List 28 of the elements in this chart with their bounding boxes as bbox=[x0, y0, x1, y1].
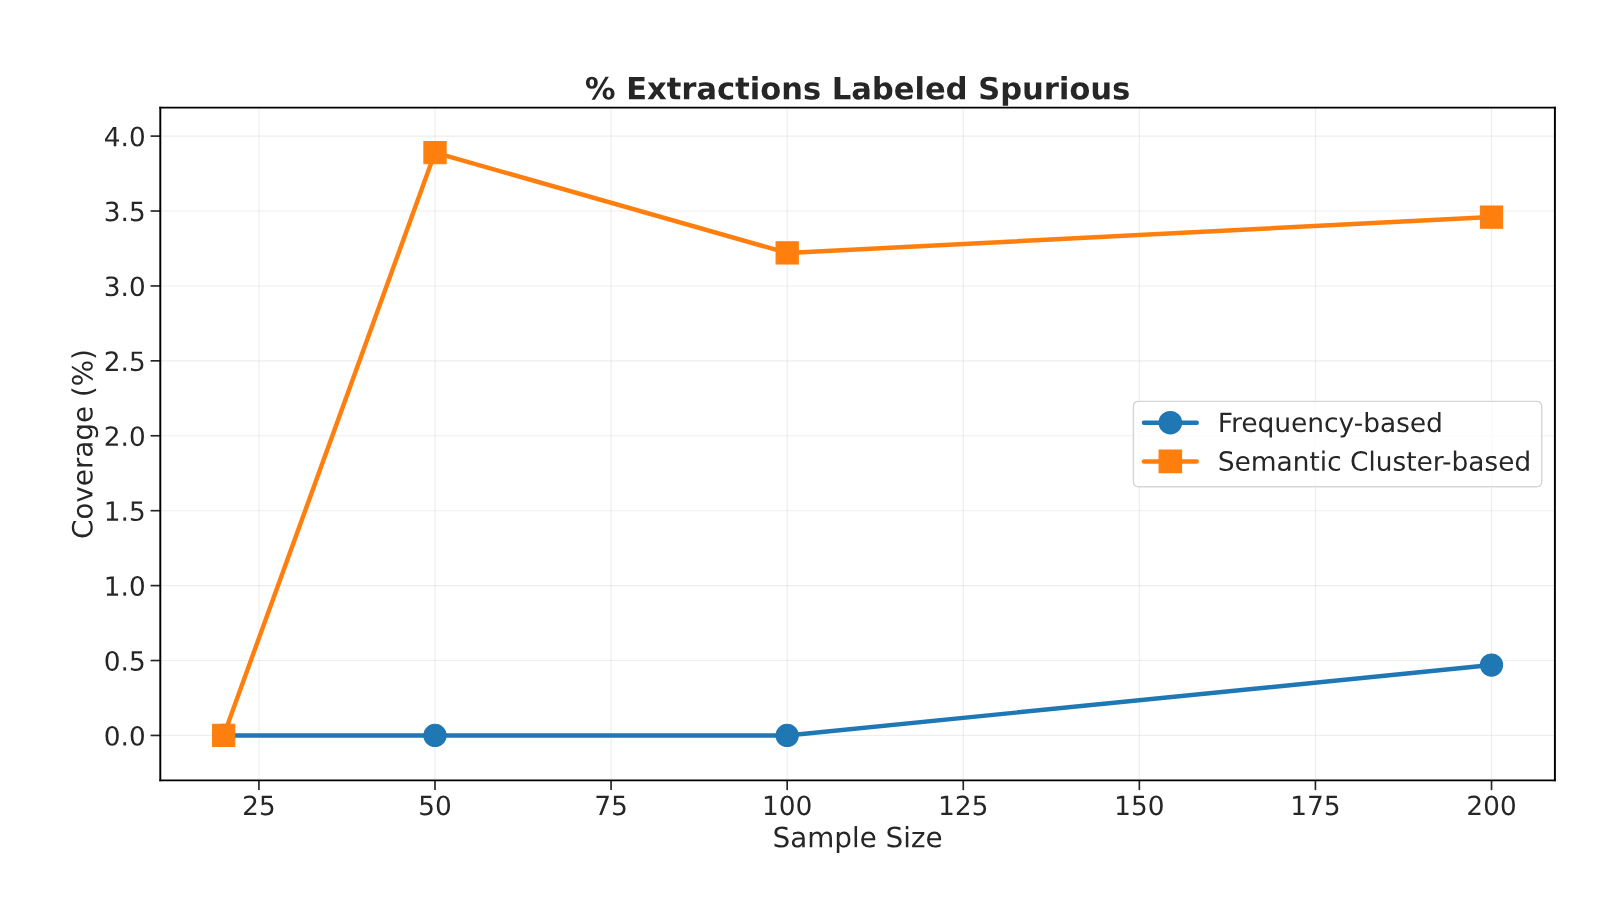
point bbox=[1479, 205, 1504, 229]
chart-title: % Extractions Labeled Spurious bbox=[585, 76, 1129, 106]
point bbox=[775, 723, 799, 748]
legend-label: Semantic Cluster-based bbox=[1219, 450, 1529, 472]
point bbox=[423, 723, 447, 748]
x-tick-label: 100 bbox=[764, 795, 811, 816]
y-tick-label: 1.0 bbox=[106, 576, 144, 597]
y-tick-label: 0.0 bbox=[105, 725, 144, 746]
x-tick-label: 50 bbox=[420, 795, 451, 816]
x-tick-label: 175 bbox=[1293, 795, 1339, 816]
y-tick-label: 2.5 bbox=[105, 351, 144, 372]
x-tick-label: 25 bbox=[244, 795, 274, 816]
y-tick-label: 0.5 bbox=[105, 650, 144, 671]
point bbox=[423, 140, 447, 165]
y-axis-title: Coverage (%) bbox=[71, 351, 99, 538]
x-axis-title: Sample Size bbox=[774, 826, 942, 853]
x-tick-label: 75 bbox=[596, 795, 626, 816]
x-tick-label: 200 bbox=[1468, 795, 1515, 816]
y-tick-label: 3.0 bbox=[105, 276, 144, 297]
point bbox=[775, 241, 799, 265]
x-tick-label: 150 bbox=[1117, 795, 1163, 816]
y-tick-label: 1.5 bbox=[106, 501, 144, 522]
x-tick-label: 125 bbox=[940, 795, 987, 816]
legend-label: Frequency-based bbox=[1220, 411, 1441, 438]
y-tick-label: 2.0 bbox=[105, 426, 144, 447]
point bbox=[1479, 653, 1504, 677]
y-tick-label: 4.0 bbox=[105, 126, 144, 147]
y-tick-label: 3.5 bbox=[105, 201, 144, 222]
